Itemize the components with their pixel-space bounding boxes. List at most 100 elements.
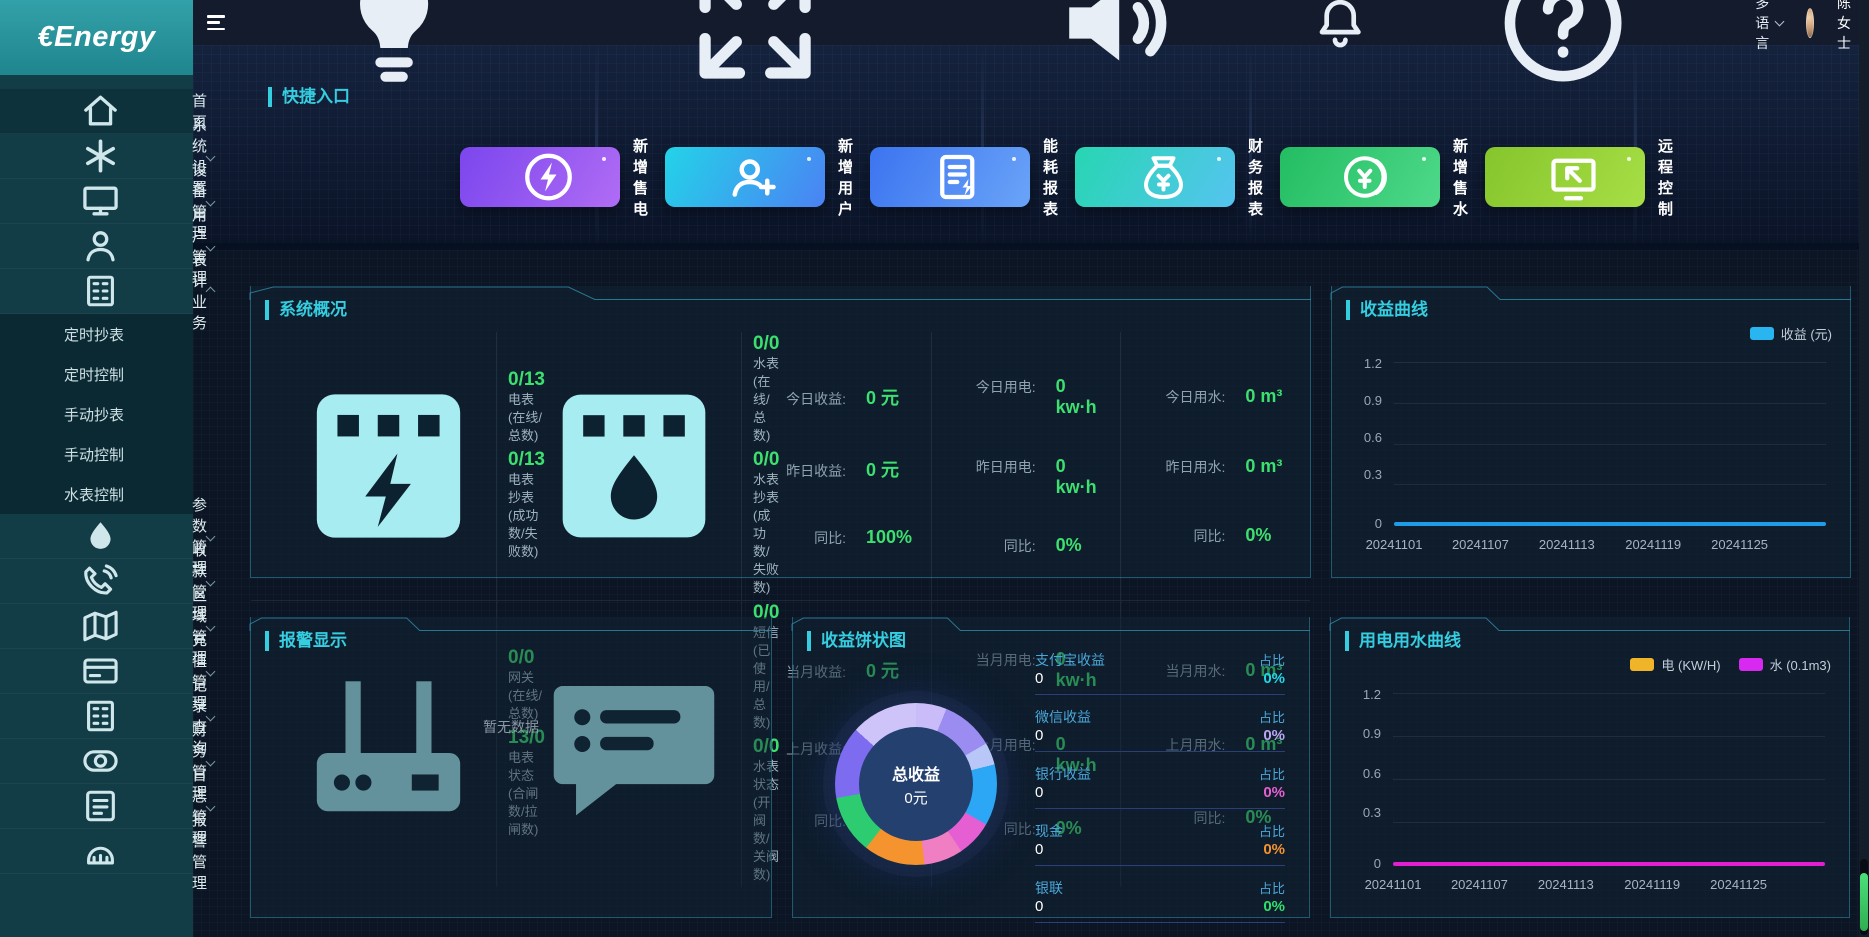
language-selector[interactable]: 多语言 bbox=[1755, 0, 1785, 53]
sidebar-item[interactable]: 定时控制 bbox=[0, 354, 193, 394]
chevron-down-icon bbox=[1774, 16, 1785, 26]
quick-button[interactable]: 新增售水 bbox=[1280, 138, 1468, 218]
sidebar-item[interactable]: 充值管理 bbox=[0, 632, 216, 712]
sidebar-item[interactable]: 水表控制 bbox=[0, 474, 193, 514]
quick-buttons: 新增售电 新增用户 能耗报表 财务报表 bbox=[460, 138, 1673, 218]
sidebar-item-label: 首页 bbox=[192, 93, 208, 131]
stat-value: 0 m³ bbox=[1245, 659, 1283, 680]
sidebar-item[interactable]: 财务管理 bbox=[0, 722, 216, 802]
sidebar-item[interactable]: 记录查询 bbox=[0, 677, 216, 757]
water-line-series bbox=[1393, 862, 1825, 866]
avatar[interactable] bbox=[1806, 7, 1815, 38]
pie-item-name: 银联 bbox=[1035, 879, 1063, 896]
sidebar-item-label: 报警管理 bbox=[192, 812, 208, 892]
scrollbar-thumb[interactable] bbox=[1860, 873, 1868, 931]
stat-label: 同比: bbox=[1003, 820, 1036, 837]
stat-label: 当月收益: bbox=[786, 664, 846, 681]
x-tick-label: 20241119 bbox=[1625, 537, 1682, 552]
pie-legend-row: 支付宝收益 占比 0 0% bbox=[1035, 646, 1285, 695]
stat-label: 网关(在线/总数) bbox=[508, 670, 542, 721]
sidebar-item-icon bbox=[24, 559, 177, 603]
sidebar-item-icon bbox=[24, 179, 177, 223]
stat-row: 上月用水: 0 m³ bbox=[1135, 734, 1296, 755]
stat-row: 同比: 100% bbox=[756, 527, 917, 548]
stat-value: 0 m³ bbox=[1245, 733, 1283, 754]
help-icon[interactable] bbox=[1394, 0, 1732, 98]
sidebar-item[interactable]: 手动控制 bbox=[0, 434, 193, 474]
sidebar-item[interactable]: 参数管理 bbox=[0, 497, 216, 577]
sidebar-item[interactable]: 系统设置 bbox=[0, 117, 216, 197]
y-tick-label: 0 bbox=[1374, 516, 1382, 531]
pie-center-label: 总收益 bbox=[891, 766, 940, 784]
brand-logo[interactable]: €Energy bbox=[0, 0, 193, 75]
username[interactable]: 陈女士 bbox=[1837, 0, 1852, 51]
quick-button-label: 新增售电 bbox=[633, 138, 649, 218]
stat-row: 上月用电: 0 kw·h bbox=[946, 734, 1107, 776]
pie-item-percent: 0% bbox=[1263, 897, 1285, 915]
stat-value: 0% bbox=[1245, 524, 1272, 545]
sidebar-item[interactable]: 表计业务 bbox=[0, 252, 216, 332]
stat-label: 水表状态(开阀数/关阀数) bbox=[753, 759, 780, 882]
sidebar-item-icon bbox=[24, 829, 177, 873]
sidebar-item-icon bbox=[24, 649, 177, 693]
stat-row: 昨日收益: 0 元 bbox=[756, 456, 917, 482]
sidebar-item[interactable]: 设备管理 bbox=[0, 162, 216, 242]
sidebar-item[interactable]: 定时抄表 bbox=[0, 314, 193, 354]
y-tick-label: 0.9 bbox=[1363, 393, 1382, 408]
sidebar-item[interactable]: 用户管理 bbox=[0, 207, 216, 287]
sidebar-item-label: 用户管理 bbox=[192, 207, 208, 287]
panel-title: 收益曲线 bbox=[1346, 300, 1428, 320]
sidebar-item[interactable]: 报警管理 bbox=[0, 812, 207, 892]
sidebar-item[interactable]: 收款管理 bbox=[0, 542, 216, 622]
dot-decoration bbox=[1627, 157, 1631, 161]
sidebar-item-icon bbox=[24, 739, 177, 783]
stat-column: 今日收益: 0 元 昨日收益: 0 元 bbox=[741, 332, 931, 600]
pie-item-percent: 0% bbox=[1263, 726, 1285, 744]
y-tick-label: 1.2 bbox=[1362, 687, 1381, 702]
pie-item-percent: 0% bbox=[1263, 783, 1285, 801]
y-axis-labels: 1.2 0.9 0.6 0.3 0 bbox=[1332, 356, 1382, 531]
stat-label: 今日收益: bbox=[786, 390, 846, 407]
menu-toggle-icon[interactable] bbox=[207, 15, 226, 30]
notifications-bell[interactable]: 0 bbox=[1309, 0, 1371, 98]
theme-bulb-icon[interactable] bbox=[225, 0, 563, 98]
quick-button-icon bbox=[682, 147, 825, 207]
sound-icon[interactable] bbox=[947, 0, 1285, 98]
chart-legend: 电 (KW/H) 水 (0.1m3) bbox=[1630, 655, 1831, 674]
x-tick-label: 20241113 bbox=[1537, 877, 1594, 892]
sidebar-item-label: 表计业务 bbox=[192, 252, 208, 332]
stat-value: 100% bbox=[866, 527, 913, 548]
sidebar-item-label: 财务管理 bbox=[192, 722, 208, 802]
revenue-line-series bbox=[1394, 522, 1826, 526]
stat-value: 0/0 bbox=[753, 736, 780, 757]
stat-row: 当月用水: 0 m³ bbox=[1135, 660, 1296, 681]
pie-legend-row: 银行收益 占比 0 0% bbox=[1035, 760, 1285, 809]
stat-label: 电表抄表(成功数/失败数) bbox=[508, 472, 539, 559]
dot-decoration bbox=[1012, 157, 1016, 161]
sidebar-item[interactable]: 日志管理 bbox=[0, 767, 216, 847]
fullscreen-icon[interactable] bbox=[586, 0, 924, 98]
quick-button[interactable]: 能耗报表 bbox=[870, 138, 1058, 218]
meter-stat-group: 0/0 水表(在线/总数) 0/0 水表抄表(成功数/失败数) bbox=[496, 332, 779, 600]
sidebar-item[interactable]: 区域管理 bbox=[0, 587, 216, 667]
quick-button[interactable]: 新增售电 bbox=[460, 138, 648, 218]
quick-button[interactable]: 财务报表 bbox=[1075, 138, 1263, 218]
x-tick-label: 20241125 bbox=[1710, 877, 1768, 892]
stat-label: 同比: bbox=[1193, 810, 1226, 827]
pie-legend-row: 现金 占比 0 0% bbox=[1035, 817, 1285, 866]
sidebar-item-label: 手动控制 bbox=[64, 446, 125, 464]
pie-ratio-label: 占比 bbox=[1258, 823, 1285, 839]
quick-button[interactable]: 新增用户 bbox=[665, 138, 853, 218]
stat-label: 昨日用电: bbox=[975, 458, 1036, 475]
quick-button[interactable]: 远程控制 bbox=[1485, 138, 1673, 218]
sidebar-item[interactable]: 手动抄表 bbox=[0, 394, 193, 434]
pie-item-value: 0 bbox=[1035, 897, 1044, 915]
sidebar: €Energy 首页 系统设置 设备管理 bbox=[0, 0, 216, 937]
sidebar-item[interactable]: 首页 bbox=[0, 89, 207, 134]
meter-stat-group: 0/0 网关(在线/总数) 13/0 电表状态(合闸数/拉闸数) bbox=[251, 601, 545, 887]
stat-column: 今日用电: 0 kw·h 昨日用电: 0 kw·h bbox=[930, 332, 1121, 600]
quick-button-label: 新增售水 bbox=[1453, 138, 1469, 218]
pie-legend-row: 银联 占比 0 0% bbox=[1035, 874, 1285, 923]
legend-label: 水 (0.1m3) bbox=[1769, 658, 1831, 673]
legend-label: 收益 (元) bbox=[1780, 327, 1832, 342]
